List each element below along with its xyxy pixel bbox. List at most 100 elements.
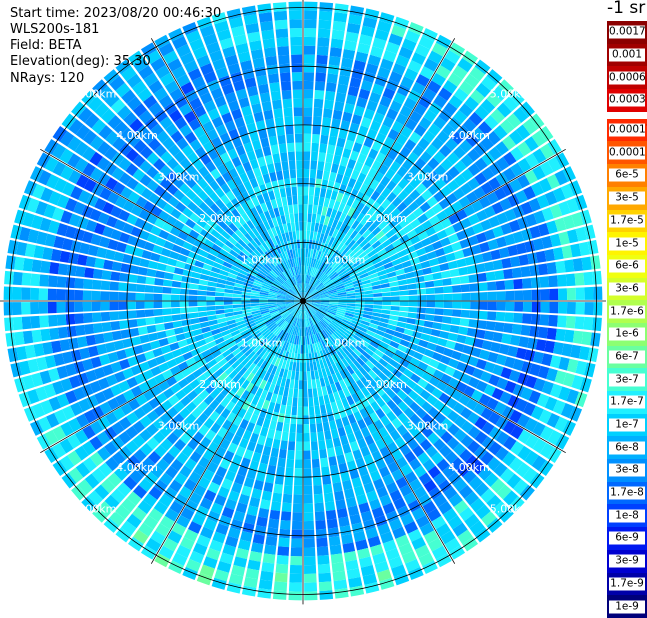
range-gate-cell [260,499,271,509]
range-gate-cell [162,294,171,300]
range-gate-cell [477,320,487,329]
colorbar-swatch: 0.0001 [607,141,647,164]
range-gate-cell [289,574,302,583]
range-gate-cell [296,151,303,160]
range-gate-cell [304,451,311,460]
range-gate-cell [256,516,267,526]
range-gate-cell [84,324,94,335]
colorbar-tick-label: 0.0017 [609,26,645,39]
range-gate-cell [290,37,302,46]
range-gate-cell [58,327,68,339]
range-gate-cell [92,291,101,300]
range-gate-cell [575,273,585,286]
range-gate-cell [494,270,504,280]
range-gate-cell [316,538,327,548]
range-gate-cell [408,289,417,295]
range-gate-cell [279,143,287,153]
range-gate-cell [304,116,312,125]
ring-label: 1.00km [241,337,283,350]
range-gate-cell [103,332,113,342]
range-gate-cell [39,274,49,286]
range-gate-cell [514,290,523,300]
range-gate-cell [110,321,120,331]
range-gate-cell [293,98,302,107]
range-gate-cell [285,125,293,134]
range-gate-cell [276,466,285,476]
range-gate-cell [198,306,207,311]
range-gate-cell [257,588,271,598]
range-gate-cell [154,278,164,286]
range-gate-cell [590,255,600,269]
range-gate-cell [100,302,109,311]
range-gate-cell [304,160,310,169]
range-gate-cell [263,110,273,120]
range-gate-cell [304,19,317,28]
range-gate-cell [300,239,303,248]
colorbar-swatch: 3e-7 [607,368,647,391]
range-gate-cell [329,56,341,66]
range-gate-cell [331,553,344,563]
range-gate-cell [224,301,233,305]
range-gate-cell [479,302,488,310]
range-gate-cell [12,287,21,300]
range-gate-cell [197,296,206,301]
range-gate-cell [399,306,408,311]
range-gate-cell [505,302,514,311]
range-gate-cell [338,75,349,85]
range-gate-cell [48,289,57,300]
range-gate-cell [281,81,291,91]
range-gate-cell [470,292,479,300]
range-gate-cell [145,277,155,285]
range-gate-cell [262,101,272,111]
colorbar-tick-label: 3e-6 [609,282,645,295]
range-gate-cell [468,274,478,283]
range-gate-cell [303,424,309,433]
range-gate-cell [296,433,302,442]
range-gate-cell [277,546,289,556]
range-gate-cell [320,135,328,145]
range-gate-cell [382,297,391,301]
range-gate-cell [304,486,313,495]
range-gate-cell [314,502,324,512]
range-gate-cell [264,545,276,555]
range-gate-cell [154,286,163,293]
range-gate-cell [532,302,541,313]
range-gate-cell [30,288,39,300]
colorbar-swatch: 1.7e-8 [607,482,647,505]
range-gate-cell [514,302,523,312]
range-gate-cell [119,273,129,282]
range-gate-cell [501,258,511,269]
range-gate-cell [30,274,40,287]
range-gate-cell [259,12,273,22]
range-gate-cell [303,231,306,240]
range-gate-cell [137,275,147,283]
range-gate-cell [461,302,470,309]
range-gate-cell [325,91,335,101]
range-gate-cell [278,55,289,65]
colorbar-swatch: 0.0003 [607,89,647,112]
range-gate-cell [303,389,307,398]
range-gate-cell [136,310,145,318]
field-text: Field: BETA [10,38,81,53]
range-gate-cell [67,265,77,276]
range-gate-cell [284,108,293,117]
range-gate-cell [94,333,104,344]
range-gate-cell [299,222,303,231]
range-gate-cell [162,287,171,294]
range-gate-cell [289,19,302,28]
range-gate-cell [297,187,302,196]
range-gate-cell [215,297,224,301]
range-gate-cell [297,407,302,416]
range-gate-cell [494,322,504,332]
range-gate-cell [287,143,295,152]
range-gate-cell [443,286,452,293]
range-gate-cell [304,90,313,99]
range-gate-cell [21,302,30,315]
range-gate-cell [274,581,287,591]
range-gate-cell [279,64,290,74]
range-gate-cell [488,302,497,311]
range-gate-cell [283,494,292,503]
range-gate-cell [340,525,352,536]
ring-label: 5.00km [75,503,117,516]
range-gate-cell [277,46,289,56]
